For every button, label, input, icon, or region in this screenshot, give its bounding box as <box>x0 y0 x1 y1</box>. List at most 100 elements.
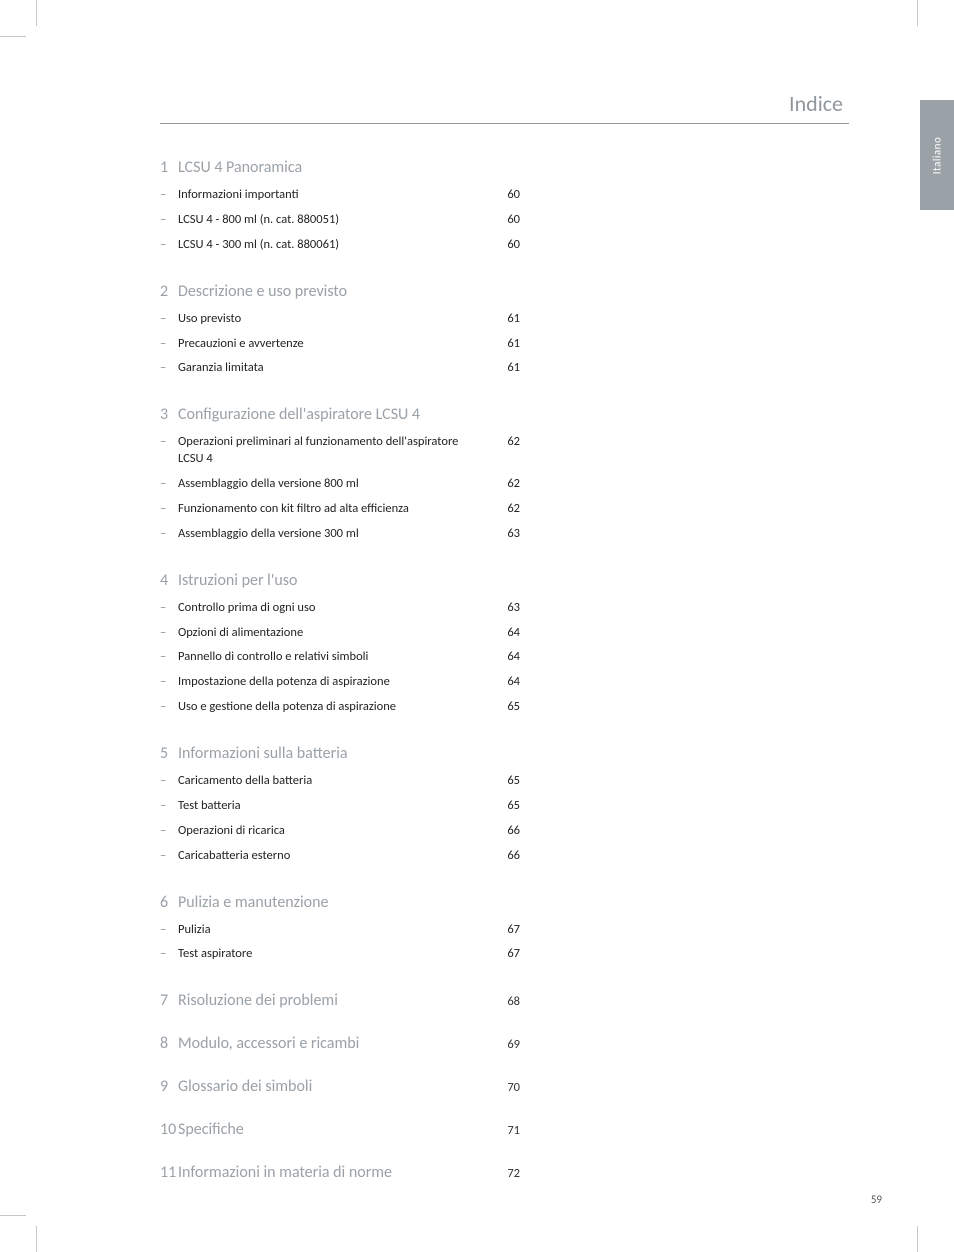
toc-section-number: 9 <box>160 1077 178 1096</box>
toc-item-page: 62 <box>486 434 520 449</box>
toc-dash-icon: – <box>160 501 178 516</box>
toc-item: –Garanzia limitata61 <box>160 356 520 381</box>
toc-item: –Uso e gestione della potenza di aspiraz… <box>160 695 520 720</box>
toc-section-page: 68 <box>486 994 520 1009</box>
toc-item-label: Operazioni di ricarica <box>178 823 486 840</box>
toc-section-page: 72 <box>486 1166 520 1181</box>
toc-section-title: Informazioni in materia di norme <box>178 1163 486 1182</box>
toc-item: –Assemblaggio della versione 800 ml62 <box>160 472 520 497</box>
toc-item: –Opzioni di alimentazione64 <box>160 621 520 646</box>
toc-dash-icon: – <box>160 922 178 937</box>
toc-section-title: Glossario dei simboli <box>178 1077 486 1096</box>
toc-item-label: Caricabatteria esterno <box>178 848 486 865</box>
toc-section-heading: 11Informazioni in materia di norme72 <box>160 1163 520 1182</box>
table-of-contents: 1LCSU 4 Panoramica –Informazioni importan… <box>160 158 520 1182</box>
toc-section-number: 2 <box>160 282 178 301</box>
toc-item-page: 66 <box>486 848 520 863</box>
toc-item-page: 61 <box>486 336 520 351</box>
toc-item-label: Impostazione della potenza di aspirazion… <box>178 674 486 691</box>
toc-item-page: 67 <box>486 946 520 961</box>
toc-item: –Controllo prima di ogni uso63 <box>160 596 520 621</box>
toc-item-label: Caricamento della batteria <box>178 773 486 790</box>
toc-item-page: 62 <box>486 501 520 516</box>
toc-item: –Informazioni importanti60 <box>160 183 520 208</box>
toc-section-heading: 9Glossario dei simboli70 <box>160 1077 520 1096</box>
toc-item-page: 64 <box>486 625 520 640</box>
toc-item-page: 62 <box>486 476 520 491</box>
toc-item-label: Controllo prima di ogni uso <box>178 600 486 617</box>
toc-dash-icon: – <box>160 212 178 227</box>
toc-dash-icon: – <box>160 773 178 788</box>
page-body: Indice 1LCSU 4 Panoramica–Informazioni i… <box>0 0 954 1252</box>
toc-item-page: 60 <box>486 212 520 227</box>
toc-item-label: Pulizia <box>178 922 486 939</box>
toc-section-title: LCSU 4 Panoramica <box>178 158 520 177</box>
toc-item-label: Test batteria <box>178 798 486 815</box>
toc-section-title: Configurazione dell'aspiratore LCSU 4 <box>178 405 520 424</box>
toc-item-label: Test aspiratore <box>178 946 486 963</box>
toc-item-page: 60 <box>486 237 520 252</box>
toc-item: –Impostazione della potenza di aspirazio… <box>160 670 520 695</box>
toc-item-page: 64 <box>486 649 520 664</box>
toc-item: –Pannello di controllo e relativi simbol… <box>160 645 520 670</box>
toc-section-title: Pulizia e manutenzione <box>178 893 520 912</box>
toc-dash-icon: – <box>160 600 178 615</box>
toc-dash-icon: – <box>160 674 178 689</box>
toc-dash-icon: – <box>160 360 178 375</box>
toc-section-heading: 6Pulizia e manutenzione <box>160 893 520 912</box>
toc-item-page: 66 <box>486 823 520 838</box>
toc-item-page: 60 <box>486 187 520 202</box>
toc-section-page: 71 <box>486 1123 520 1138</box>
toc-section-title: Istruzioni per l'uso <box>178 571 520 590</box>
toc-dash-icon: – <box>160 699 178 714</box>
toc-item-page: 65 <box>486 699 520 714</box>
page-title: Indice <box>789 90 843 117</box>
toc-item-label: Assemblaggio della versione 800 ml <box>178 476 486 493</box>
toc-section-number: 5 <box>160 744 178 763</box>
toc-item-page: 65 <box>486 773 520 788</box>
toc-section-heading: 7Risoluzione dei problemi68 <box>160 991 520 1010</box>
toc-item-page: 61 <box>486 360 520 375</box>
toc-item: –Caricabatteria esterno66 <box>160 844 520 869</box>
toc-section-title: Risoluzione dei problemi <box>178 991 486 1010</box>
toc-item-page: 65 <box>486 798 520 813</box>
toc-item-label: LCSU 4 - 800 ml (n. cat. 880051) <box>178 212 486 229</box>
toc-dash-icon: – <box>160 336 178 351</box>
toc-item-page: 61 <box>486 311 520 326</box>
toc-section-number: 6 <box>160 893 178 912</box>
toc-dash-icon: – <box>160 187 178 202</box>
toc-dash-icon: – <box>160 946 178 961</box>
page-number: 59 <box>871 1193 882 1206</box>
toc-item-label: Uso e gestione della potenza di aspirazi… <box>178 699 486 716</box>
toc-item: –Test aspiratore67 <box>160 942 520 967</box>
toc-section-heading: 4Istruzioni per l'uso <box>160 571 520 590</box>
toc-item-label: Opzioni di alimentazione <box>178 625 486 642</box>
toc-item: –Funzionamento con kit filtro ad alta ef… <box>160 497 520 522</box>
toc-section-number: 1 <box>160 158 178 177</box>
toc-dash-icon: – <box>160 526 178 541</box>
toc-section-number: 4 <box>160 571 178 590</box>
toc-item: –Uso previsto61 <box>160 307 520 332</box>
toc-item-label: Precauzioni e avvertenze <box>178 336 486 353</box>
toc-section-page: 69 <box>486 1037 520 1052</box>
toc-item-page: 64 <box>486 674 520 689</box>
toc-item: –Assemblaggio della versione 300 ml63 <box>160 522 520 547</box>
toc-item-label: Garanzia limitata <box>178 360 486 377</box>
toc-section-number: 10 <box>160 1120 178 1139</box>
toc-item: –Operazioni preliminari al funzionamento… <box>160 430 520 472</box>
toc-section-title: Specifiche <box>178 1120 486 1139</box>
toc-item-label: Funzionamento con kit filtro ad alta eff… <box>178 501 486 518</box>
toc-item-page: 67 <box>486 922 520 937</box>
toc-item: –Caricamento della batteria65 <box>160 769 520 794</box>
toc-section-number: 11 <box>160 1163 178 1182</box>
toc-item: –Test batteria65 <box>160 794 520 819</box>
toc-dash-icon: – <box>160 476 178 491</box>
toc-section-number: 8 <box>160 1034 178 1053</box>
toc-item: –Precauzioni e avvertenze61 <box>160 332 520 357</box>
toc-dash-icon: – <box>160 434 178 449</box>
toc-section-heading: 5Informazioni sulla batteria <box>160 744 520 763</box>
toc-section-heading: 8Modulo, accessori e ricambi69 <box>160 1034 520 1053</box>
toc-item-label: Pannello di controllo e relativi simboli <box>178 649 486 666</box>
toc-section-title: Modulo, accessori e ricambi <box>178 1034 486 1053</box>
toc-section-title: Descrizione e uso previsto <box>178 282 520 301</box>
